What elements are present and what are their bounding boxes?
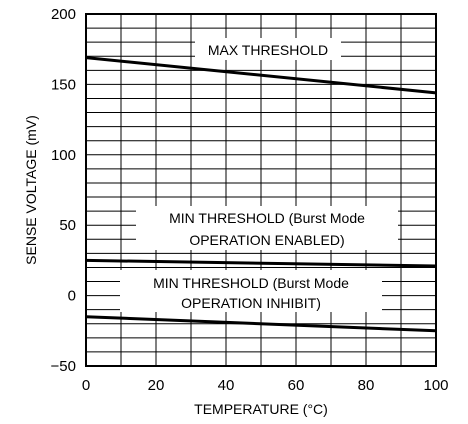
grid — [86, 14, 436, 366]
annotation-min-threshold-enabled-line-1: MIN THRESHOLD (Burst Mode — [169, 210, 365, 226]
x-tick-label: 40 — [218, 377, 235, 394]
annotation-background — [136, 206, 398, 250]
tick-labels: 0 20 40 60 80 100 −50 0 50 100 150 200 — [51, 6, 449, 394]
y-tick-label: 50 — [59, 217, 76, 234]
x-axis-title: TEMPERATURE (°C) — [194, 401, 328, 417]
x-tick-label: 20 — [148, 377, 165, 394]
annotation-background — [120, 270, 382, 312]
series-group — [85, 56, 437, 333]
plot-frame — [85, 13, 437, 367]
y-axis-title: SENSE VOLTAGE (mV) — [23, 115, 39, 265]
x-tick-label: 0 — [82, 377, 90, 394]
annotation-min-threshold-inhibit-line-2: OPERATION INHIBIT) — [181, 295, 321, 311]
y-tick-label: 0 — [68, 288, 76, 305]
y-tick-label: 100 — [51, 147, 76, 164]
y-tick-label: −50 — [51, 358, 76, 375]
x-tick-label: 80 — [358, 377, 375, 394]
x-tick-label: 100 — [423, 377, 448, 394]
x-tick-label: 60 — [288, 377, 305, 394]
series-line-max-threshold — [85, 56, 437, 95]
annotation-min-threshold-inhibit-line-1: MIN THRESHOLD (Burst Mode — [153, 275, 349, 291]
y-tick-label: 150 — [51, 76, 76, 93]
annotation-min-threshold-enabled-line-2: OPERATION ENABLED) — [189, 232, 344, 248]
annotation-max-threshold-line-1: MAX THRESHOLD — [208, 42, 328, 58]
series-line-min-threshold-inhibit — [85, 315, 437, 333]
annotations: MAX THRESHOLD MIN THRESHOLD (Burst Mode OP… — [120, 38, 398, 312]
y-tick-label: 200 — [51, 6, 76, 23]
series-line-min-threshold-enabled — [85, 258, 437, 268]
annotation-background — [195, 38, 341, 60]
